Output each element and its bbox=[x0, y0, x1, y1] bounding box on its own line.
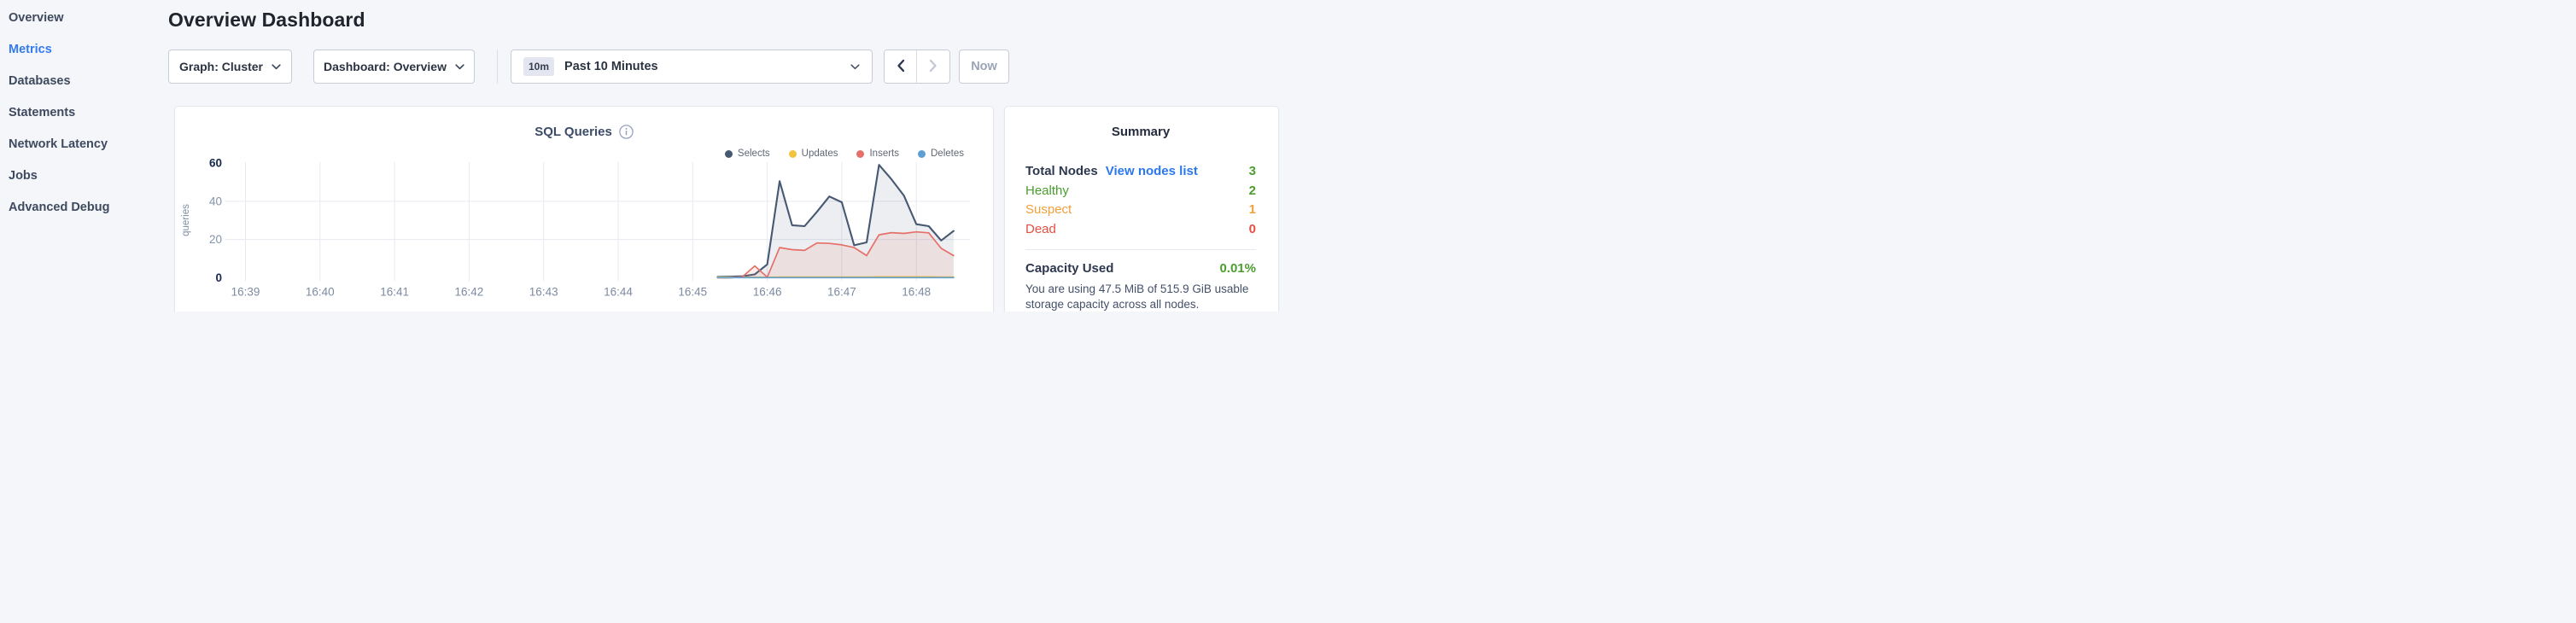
sidebar-item-jobs[interactable]: Jobs bbox=[9, 169, 38, 183]
svg-text:16:44: 16:44 bbox=[604, 286, 633, 299]
sidebar-item-statements[interactable]: Statements bbox=[9, 106, 76, 119]
view-nodes-link[interactable]: View nodes list bbox=[1105, 164, 1198, 178]
healthy-label: Healthy bbox=[1025, 183, 1069, 198]
time-step-buttons bbox=[884, 49, 950, 84]
healthy-nodes-row: Healthy 2 bbox=[1025, 183, 1256, 203]
svg-text:16:41: 16:41 bbox=[380, 286, 409, 299]
sidebar-item-advanced-debug[interactable]: Advanced Debug bbox=[9, 201, 110, 214]
sidebar: Overview Metrics Databases Statements Ne… bbox=[0, 0, 162, 312]
summary-divider bbox=[1025, 249, 1256, 250]
controls-bar: Graph: Cluster Dashboard: Overview 10m P… bbox=[168, 49, 1009, 84]
sidebar-item-overview[interactable]: Overview bbox=[9, 11, 64, 25]
capacity-label: Capacity Used bbox=[1025, 261, 1114, 276]
chart-legend: Selects Updates Inserts Deletes bbox=[724, 148, 964, 159]
legend-item-updates[interactable]: Updates bbox=[788, 148, 838, 159]
svg-text:40: 40 bbox=[209, 195, 222, 207]
svg-text:16:39: 16:39 bbox=[231, 286, 260, 299]
suspect-label: Suspect bbox=[1025, 202, 1072, 217]
sql-queries-chart-card: SQL Queries Selects Updates Inserts Dele… bbox=[174, 106, 994, 312]
capacity-value: 0.01% bbox=[1219, 261, 1256, 276]
svg-text:16:45: 16:45 bbox=[678, 286, 707, 299]
dead-nodes-row: Dead 0 bbox=[1025, 222, 1256, 242]
dashboard-dropdown-label: Dashboard: Overview bbox=[324, 60, 447, 73]
dashboard-dropdown[interactable]: Dashboard: Overview bbox=[313, 49, 475, 84]
time-range-label: Past 10 Minutes bbox=[564, 60, 658, 73]
legend-item-inserts[interactable]: Inserts bbox=[856, 148, 899, 159]
summary-title: Summary bbox=[1111, 125, 1171, 139]
now-button[interactable]: Now bbox=[959, 49, 1009, 84]
legend-label: Updates bbox=[801, 148, 838, 159]
svg-text:0: 0 bbox=[215, 271, 222, 284]
graph-dropdown-label: Graph: Cluster bbox=[178, 60, 263, 73]
svg-text:16:42: 16:42 bbox=[455, 286, 484, 299]
time-prev-button[interactable] bbox=[885, 50, 917, 83]
time-range-dropdown[interactable]: 10m Past 10 Minutes bbox=[511, 49, 873, 84]
dead-label: Dead bbox=[1025, 221, 1056, 236]
capacity-row: Capacity Used 0.01% bbox=[1025, 261, 1256, 276]
legend-dot-updates bbox=[788, 149, 797, 158]
controls-divider bbox=[497, 49, 498, 84]
info-icon[interactable] bbox=[619, 125, 634, 139]
dead-value: 0 bbox=[1248, 221, 1256, 236]
app-root: Overview Metrics Databases Statements Ne… bbox=[0, 0, 1288, 312]
chevron-down-icon bbox=[850, 63, 860, 70]
time-next-button[interactable] bbox=[917, 50, 949, 83]
total-nodes-label: Total Nodes bbox=[1025, 164, 1098, 178]
sidebar-item-databases[interactable]: Databases bbox=[9, 74, 71, 88]
legend-item-deletes[interactable]: Deletes bbox=[918, 148, 964, 159]
legend-label: Inserts bbox=[869, 148, 899, 159]
legend-item-selects[interactable]: Selects bbox=[724, 148, 770, 159]
total-nodes-row: Total Nodes View nodes list 3 bbox=[1025, 164, 1256, 183]
suspect-value: 1 bbox=[1248, 202, 1256, 217]
chart-title: SQL Queries bbox=[534, 125, 612, 139]
chevron-down-icon bbox=[455, 63, 464, 70]
svg-text:16:43: 16:43 bbox=[529, 286, 558, 299]
legend-label: Selects bbox=[737, 148, 770, 159]
sql-queries-plot: 16:39 16:40 16:41 16:42 16:43 16:44 16:45 16:46… bbox=[181, 157, 970, 299]
legend-dot-inserts bbox=[856, 149, 865, 158]
chevron-down-icon bbox=[272, 63, 281, 70]
svg-text:16:46: 16:46 bbox=[753, 286, 782, 299]
legend-dot-selects bbox=[724, 149, 733, 158]
sidebar-item-network-latency[interactable]: Network Latency bbox=[9, 137, 108, 151]
chevron-right-icon bbox=[929, 59, 938, 75]
svg-text:20: 20 bbox=[209, 233, 222, 246]
sidebar-item-metrics[interactable]: Metrics bbox=[9, 43, 52, 56]
svg-text:16:48: 16:48 bbox=[902, 286, 931, 299]
legend-dot-deletes bbox=[918, 149, 926, 158]
legend-label: Deletes bbox=[931, 148, 964, 159]
svg-text:queries: queries bbox=[181, 204, 191, 236]
svg-text:60: 60 bbox=[209, 157, 222, 170]
svg-text:16:47: 16:47 bbox=[827, 286, 856, 299]
healthy-value: 2 bbox=[1248, 183, 1256, 198]
graph-dropdown[interactable]: Graph: Cluster bbox=[168, 49, 292, 84]
suspect-nodes-row: Suspect 1 bbox=[1025, 202, 1256, 222]
capacity-description: You are using 47.5 MiB of 515.9 GiB usab… bbox=[1025, 282, 1249, 311]
chevron-left-icon bbox=[897, 59, 905, 75]
svg-text:16:40: 16:40 bbox=[306, 286, 335, 299]
summary-panel: Summary Total Nodes View nodes list 3 He… bbox=[1004, 106, 1279, 312]
total-nodes-value: 3 bbox=[1248, 164, 1256, 178]
page-title: Overview Dashboard bbox=[168, 9, 365, 31]
time-range-badge: 10m bbox=[523, 57, 555, 76]
